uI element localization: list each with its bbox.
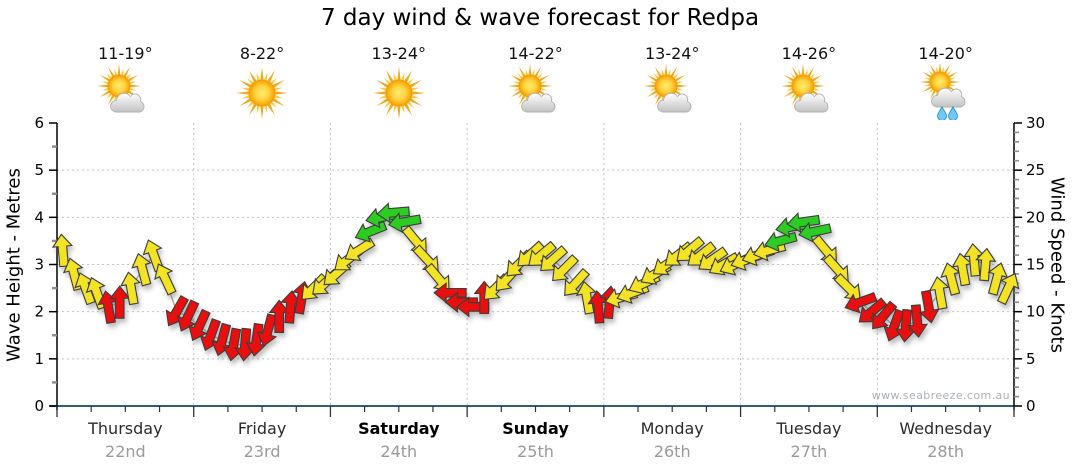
day-label-wednesday: Wednesday — [899, 419, 992, 438]
left-tick-label: 4 — [34, 208, 44, 226]
temp-range: 14-26° — [781, 44, 837, 63]
day-date: 25th — [517, 442, 554, 461]
sun-disc — [385, 79, 413, 107]
sun-rays — [372, 66, 426, 120]
wind-arrows — [51, 202, 1020, 362]
day-date: 23rd — [243, 442, 281, 461]
wind-arrow — [552, 254, 580, 282]
left-tick-label: 1 — [34, 350, 44, 368]
day-header-friday: 8-22° — [197, 44, 327, 120]
day-header-sunday: 14-22° — [471, 44, 601, 120]
wind-arrow — [764, 231, 798, 253]
sun-rays — [378, 72, 420, 114]
cloud — [657, 92, 692, 113]
right-tick-label: 30 — [1026, 114, 1045, 132]
wind-arrow — [906, 304, 929, 338]
wind-arrow — [844, 291, 878, 314]
sun-rays — [241, 72, 283, 114]
left-tick-label: 6 — [34, 114, 44, 132]
weather-icon-partly-cloudy — [780, 63, 829, 113]
day-date: 28th — [927, 442, 965, 461]
wind-arrow — [120, 271, 141, 306]
sun-disc — [248, 79, 276, 107]
wind-arrow — [996, 272, 1020, 306]
right-tick-label: 10 — [1026, 303, 1045, 321]
weather-icon-sunny — [235, 66, 289, 120]
wind-arrow — [51, 233, 73, 268]
day-label-friday: Friday — [237, 419, 287, 438]
wind-arrow — [575, 280, 597, 315]
day-label-thursday: Thursday — [88, 419, 163, 438]
temp-range: 13-24° — [371, 44, 427, 63]
wind-arrow — [833, 272, 861, 301]
wind-arrow — [154, 263, 177, 296]
left-tick-label: 3 — [34, 256, 44, 274]
right-tick-label: 25 — [1026, 161, 1045, 179]
wind-arrow — [786, 211, 821, 234]
day-header-monday: 13-24° — [607, 44, 737, 120]
day-date: 22nd — [105, 442, 146, 461]
weather-icon-showers — [919, 61, 966, 121]
day-header-thursday: 11-19° — [60, 44, 190, 120]
weather-icon-partly-cloudy — [644, 63, 692, 113]
wind-arrow — [256, 313, 278, 347]
wind-arrow — [176, 299, 200, 332]
cloud — [520, 92, 555, 113]
right-tick-label: 5 — [1026, 350, 1036, 368]
cloud — [930, 87, 966, 108]
weather-icon-wrap — [471, 63, 601, 120]
wind-arrow — [975, 247, 997, 282]
temp-range: 11-19° — [98, 44, 153, 63]
right-tick-label: 15 — [1026, 256, 1045, 274]
day-date: 26th — [653, 442, 691, 461]
sun-rays — [235, 66, 289, 120]
weather-icon-wrap — [60, 63, 190, 120]
left-tick-label: 5 — [34, 161, 44, 179]
right-tick-label: 0 — [1026, 397, 1036, 415]
day-date: 27th — [790, 442, 828, 461]
wind-arrow — [376, 202, 411, 224]
day-date: 24th — [380, 442, 418, 461]
day-header-tuesday: 14-26° — [744, 44, 874, 120]
day-header-wednesday: 14-20° — [881, 44, 1011, 121]
wind-arrow — [987, 262, 1009, 296]
page-title: 7 day wind & wave forecast for Redpa — [320, 5, 760, 31]
watermark: www.seabreeze.com.au — [871, 389, 1010, 402]
left-tick-label: 2 — [34, 303, 44, 321]
temp-range: 14-20° — [918, 44, 973, 63]
cloud — [110, 92, 145, 113]
left-tick-label: 0 — [34, 397, 44, 415]
weather-icon-wrap — [197, 64, 327, 120]
temp-range: 14-22° — [508, 44, 563, 63]
wind-arrow — [344, 237, 376, 262]
weather-icon-partly-cloudy — [97, 63, 145, 113]
weather-icon-wrap — [744, 63, 874, 120]
day-label-sunday: Sunday — [502, 419, 569, 438]
cloud — [794, 92, 829, 113]
right-tick-label: 20 — [1026, 208, 1045, 226]
wind-arrow — [131, 252, 152, 287]
wind-arrow — [872, 300, 898, 330]
temp-range: 8-22° — [239, 44, 285, 63]
weather-icon-wrap — [334, 64, 464, 120]
weather-icon-wrap — [607, 63, 737, 120]
weather-icon-partly-cloudy — [507, 63, 555, 113]
wind-arrow — [928, 276, 950, 310]
wind-arrow — [188, 308, 211, 342]
day-label-tuesday: Tuesday — [776, 419, 842, 438]
day-label-monday: Monday — [640, 419, 704, 438]
day-header-saturday: 13-24° — [334, 44, 464, 120]
wind-arrow — [918, 289, 940, 324]
weather-icon-wrap — [881, 61, 1011, 121]
wind-arrow — [424, 262, 450, 292]
day-label-saturday: Saturday — [358, 419, 440, 438]
weather-icon-sunny — [372, 66, 426, 120]
temp-range: 13-24° — [644, 44, 700, 63]
